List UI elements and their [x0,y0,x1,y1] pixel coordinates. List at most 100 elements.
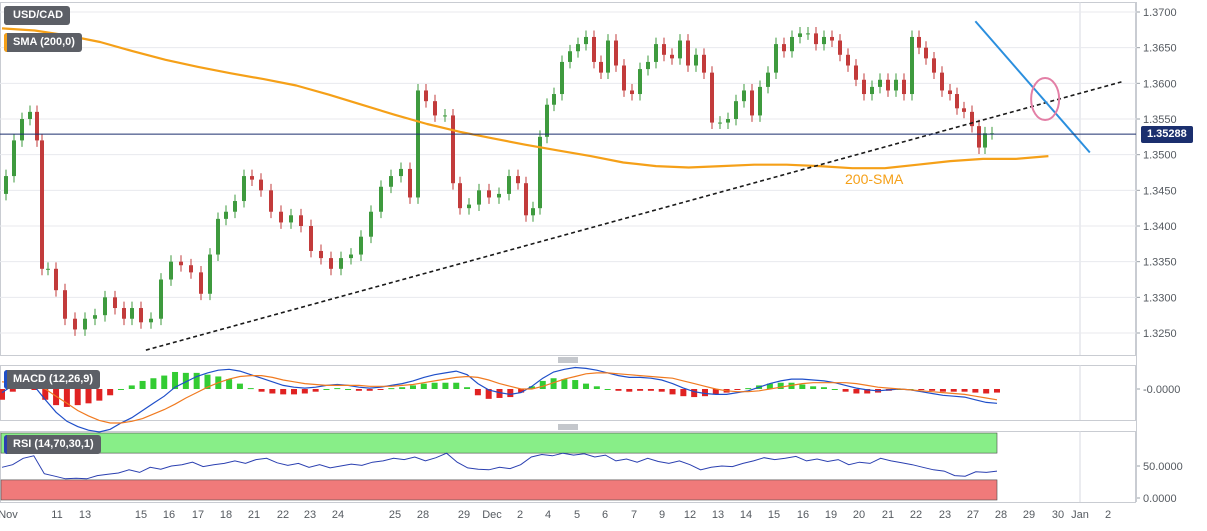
x-tick-label: 24 [332,509,344,521]
macd-histogram-bar [161,375,168,389]
macd-histogram-bar [150,378,157,389]
x-tick-label: 22 [277,509,289,521]
macd-histogram-bar [9,389,16,392]
candle-bullish [159,279,163,319]
x-tick-label: 20 [853,509,865,521]
macd-histogram-bar [842,389,849,392]
macd-histogram-bar [615,389,622,391]
macd-histogram-bar [701,389,708,397]
macd-histogram-bar [745,388,752,390]
candle-bullish [870,86,874,95]
x-tick-label: 2 [517,509,523,521]
candle-bullish [477,190,481,205]
rsi-badge[interactable]: RSI (14,70,30,1) [4,435,101,454]
y-tick-label: 1.3700 [1143,7,1177,19]
macd-histogram-bar [712,389,719,395]
x-tick-label: 15 [135,509,147,521]
candle-bearish [139,308,143,323]
candle-bullish [20,119,24,141]
macd-histogram-bar [193,372,200,389]
sma-badge[interactable]: SMA (200,0) [4,33,82,52]
macd-histogram-bar [345,389,352,390]
grid [0,2,1136,503]
macd-color-mark [4,370,7,389]
candle-bearish [846,54,850,66]
candle-bearish [63,290,67,319]
x-tick-label: 23 [304,509,316,521]
x-tick-label: 2 [1105,509,1111,521]
candle-bullish [576,44,580,52]
rsi-line [1,452,998,480]
x-tick-label: 21 [882,509,894,521]
macd-histogram-bar [334,388,341,390]
macd-histogram-bar [323,389,330,390]
macd-histogram-bar [453,382,460,389]
macd-histogram-bar [474,389,481,396]
x-tick-label: 4 [545,509,551,521]
macd-histogram-bar [572,380,579,389]
candle-bearish [35,111,39,141]
x-tick-label: 16 [797,509,809,521]
candle-bearish [838,40,842,55]
candle-bullish [552,94,556,105]
y-tick-label: 1.3250 [1143,328,1177,340]
candle-bearish [113,297,117,309]
axes: Nov 11 13 15 16 17 18 21 22 23 24 25 28 29 Dec 2 4 5 6 7 9 12… [0,2,1183,521]
macd-histogram-bar [355,389,362,391]
macd-histogram-bar [766,383,773,389]
candle-bullish [289,215,293,223]
candle-bearish [622,65,626,91]
candle-bullish [93,315,97,319]
candle-bullish [507,176,511,194]
candle-bullish [389,176,393,187]
candle-bullish [149,318,153,323]
symbol-badge[interactable]: USD/CAD [4,6,71,25]
candle-bearish [782,44,786,52]
macd-histogram-bar [637,389,644,391]
highlight-circle [1030,77,1061,122]
candle-bullish [467,204,471,209]
panel-frame [0,365,1136,421]
macd-histogram-bar [734,389,741,390]
macd-histogram-bar [312,389,319,392]
macd-histogram-bar [42,389,49,400]
macd-histogram-bar [669,389,676,395]
candle-bearish [433,101,437,116]
macd-badge[interactable]: MACD (12,26,9) [4,370,101,389]
x-tick-label: Jan [1071,509,1089,521]
candle-bullish [646,61,650,70]
macd-histogram-bar [128,385,135,389]
x-tick-label: 29 [1023,509,1035,521]
macd-histogram-bar [680,389,687,397]
candle-bullish [654,44,658,62]
symbol-label: USD/CAD [13,9,64,21]
x-tick-label: 21 [248,509,260,521]
candle-bullish [216,218,220,255]
macd-histogram-bar [31,389,38,390]
candle-bullish [878,79,882,87]
candle-bullish [798,33,802,37]
macd-histogram-bar [539,380,546,389]
x-tick-label: 18 [220,509,232,521]
support-trendline [145,81,1122,351]
macd-histogram-bar [442,382,449,389]
macd-histogram-bar [528,386,535,389]
macd-histogram-bar [496,389,503,398]
x-tick-label: 6 [602,509,608,521]
candle-bearish [702,54,706,73]
candle-bearish [487,190,491,198]
candle-bearish [614,40,618,66]
sma-color-mark [4,33,7,52]
candle-bullish [339,258,343,269]
candle-bearish [250,176,254,180]
candle-bullish [694,54,698,66]
macd-histogram-bar [626,389,633,392]
x-tick-label: 16 [163,509,175,521]
x-tick-label: 30 [1052,509,1064,521]
y-tick-label: 1.3500 [1143,150,1177,162]
candle-bullish [726,119,730,123]
candle-bearish [269,190,273,212]
candle-bearish [630,90,634,95]
x-tick-label: 25 [389,509,401,521]
